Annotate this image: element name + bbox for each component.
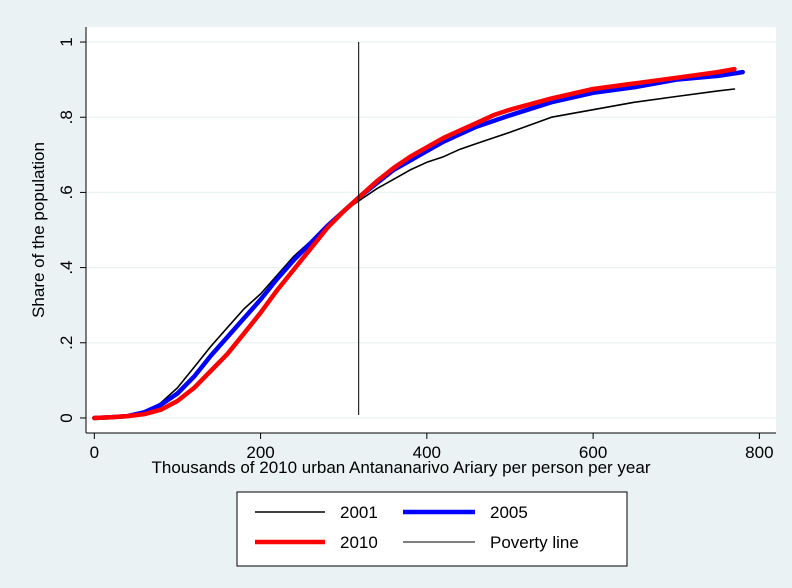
x-tick-label: 400 (413, 443, 441, 462)
legend-label-2001: 2001 (340, 503, 378, 522)
x-tick-label: 200 (246, 443, 274, 462)
legend-box (236, 491, 628, 567)
legend-label-poverty-line: Poverty line (490, 533, 579, 552)
series-line-2001 (110, 88, 736, 419)
series-layer (92, 66, 745, 421)
y-tick-label: 0 (57, 413, 76, 422)
y-tick-label: 1 (57, 37, 76, 46)
legend-item-2005: 2005 (403, 503, 528, 522)
grid-layer (86, 41, 776, 419)
axes-layer: 0 .2 .4 .6 .8 1 0 200 400 600 800 (57, 27, 776, 462)
y-axis-label: Share of the population (29, 142, 48, 318)
legend-item-2001: 2001 (255, 503, 378, 522)
legend-item-2010: 2010 (255, 533, 378, 552)
legend-label-2005: 2005 (490, 503, 528, 522)
legend-label-2010: 2010 (340, 533, 378, 552)
y-tick-label: .2 (57, 336, 76, 350)
x-axis-label: Thousands of 2010 urban Antananarivo Ari… (152, 458, 651, 477)
x-tick-label: 800 (745, 443, 773, 462)
y-tick-label: .8 (57, 110, 76, 124)
y-tick-label: .4 (57, 260, 76, 274)
y-tick-label: .6 (57, 185, 76, 199)
series-line-2010 (92, 66, 737, 421)
x-tick-label: 0 (90, 443, 99, 462)
legend-item-poverty-line: Poverty line (403, 533, 579, 552)
x-tick-label: 600 (579, 443, 607, 462)
